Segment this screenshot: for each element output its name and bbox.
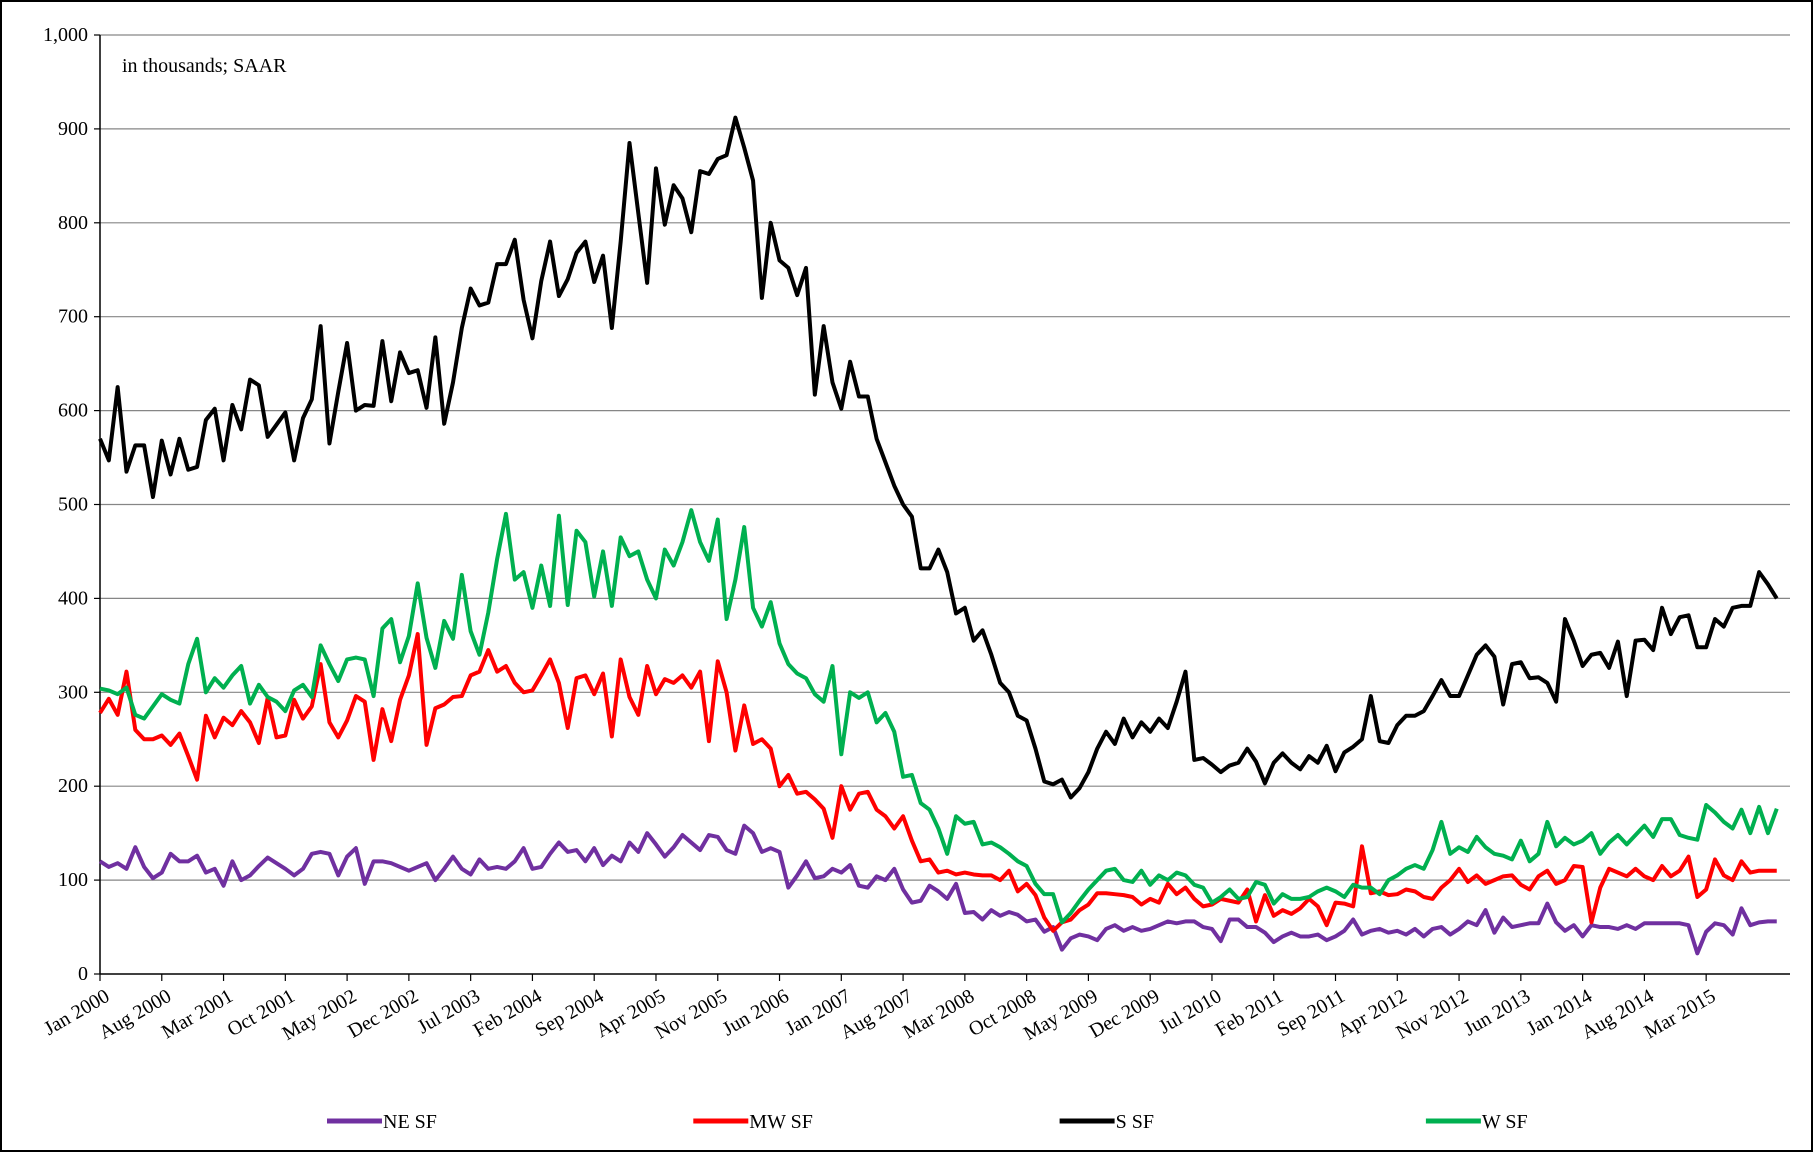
legend-label: S SF	[1116, 1111, 1154, 1133]
y-tick-label: 1,000	[43, 24, 88, 46]
y-tick-label: 100	[58, 869, 88, 891]
y-tick-label: 800	[58, 212, 88, 234]
y-tick-label: 200	[58, 775, 88, 797]
series-line	[98, 823, 1777, 956]
series-line	[98, 115, 1779, 800]
legend-label: NE SF	[383, 1111, 437, 1133]
series-line	[98, 632, 1777, 933]
series-line	[99, 508, 1779, 925]
annotation: in thousands; SAAR	[122, 55, 287, 77]
y-tick-label: 700	[58, 306, 88, 328]
y-tick-label: 0	[78, 963, 88, 985]
y-tick-label: 300	[58, 681, 88, 703]
y-tick-label: 600	[58, 400, 88, 422]
legend-label: W SF	[1482, 1111, 1528, 1133]
y-tick-label: 400	[58, 587, 88, 609]
y-tick-label: 900	[58, 118, 88, 140]
legend-label: MW SF	[749, 1111, 813, 1133]
y-tick-label: 500	[58, 494, 88, 516]
